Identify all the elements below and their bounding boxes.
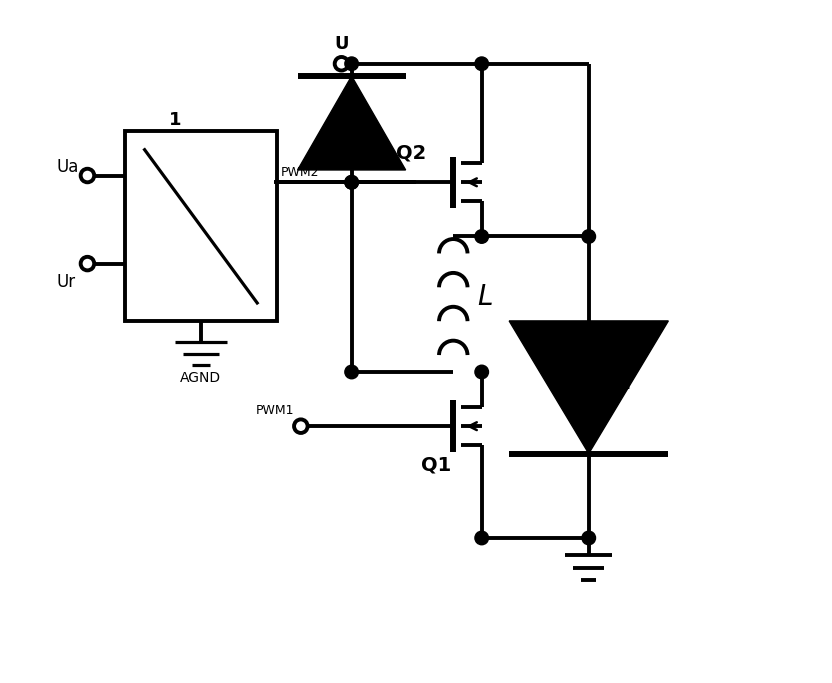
Polygon shape	[509, 321, 668, 454]
Circle shape	[582, 531, 596, 545]
Circle shape	[582, 229, 596, 243]
Text: 1: 1	[169, 111, 181, 128]
Text: Ur: Ur	[57, 273, 76, 292]
Circle shape	[345, 365, 359, 379]
Circle shape	[345, 176, 359, 189]
Circle shape	[81, 169, 94, 182]
Circle shape	[475, 229, 488, 243]
Bar	[125, 132, 277, 321]
Text: $\mathit{L}$: $\mathit{L}$	[477, 283, 493, 311]
Text: D2: D2	[365, 145, 395, 165]
Circle shape	[334, 57, 349, 70]
Text: D1: D1	[601, 374, 631, 393]
Circle shape	[475, 531, 488, 545]
Text: AGND: AGND	[181, 371, 221, 385]
Text: PWM1: PWM1	[255, 404, 294, 417]
Circle shape	[475, 365, 488, 379]
Circle shape	[475, 57, 488, 70]
Circle shape	[345, 57, 359, 70]
Text: PWM2: PWM2	[280, 165, 319, 178]
Text: U: U	[334, 35, 349, 53]
Circle shape	[345, 176, 359, 189]
Text: Q1: Q1	[421, 455, 452, 474]
Text: Q2: Q2	[396, 143, 426, 163]
Polygon shape	[298, 76, 406, 170]
Circle shape	[294, 419, 308, 433]
Text: Ua: Ua	[57, 158, 79, 176]
Circle shape	[81, 257, 94, 270]
